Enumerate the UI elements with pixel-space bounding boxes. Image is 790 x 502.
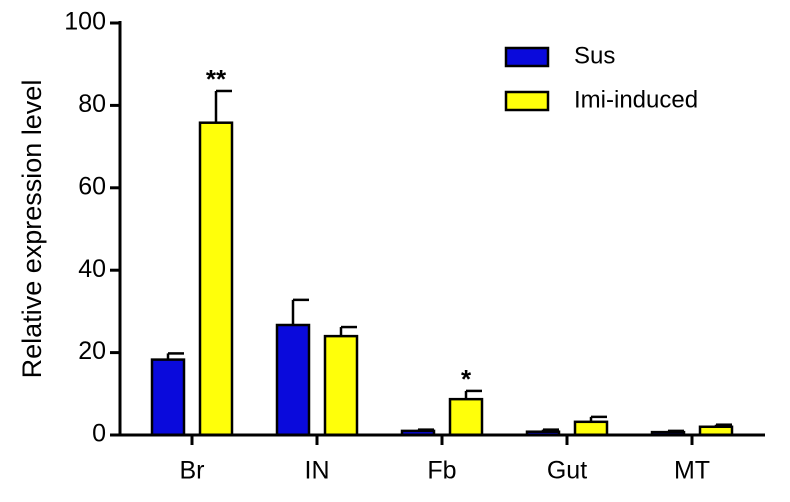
x-tick-label: Gut (547, 457, 587, 485)
significance-label: * (461, 364, 472, 394)
y-axis-label: Relative expression level (17, 80, 47, 379)
y-tick-label: 100 (64, 8, 106, 36)
bar (275, 323, 311, 437)
y-tick-label: 60 (78, 172, 106, 200)
x-tick-label: MT (674, 457, 710, 485)
y-tick-label: 80 (78, 90, 106, 118)
bar (323, 334, 359, 437)
bar (448, 397, 484, 437)
bar (198, 121, 234, 437)
x-tick-label: Fb (427, 457, 456, 485)
significance-label: ** (206, 64, 227, 94)
bar (573, 420, 609, 437)
legend-swatch (504, 90, 550, 112)
legend-label: Imi-induced (574, 86, 698, 113)
x-tick-label: IN (305, 457, 330, 485)
x-tick-label: Br (180, 457, 205, 485)
y-tick-label: 0 (92, 420, 106, 448)
y-tick-label: 40 (78, 255, 106, 283)
legend-swatch (504, 46, 550, 68)
legend-label: Sus (574, 42, 615, 69)
y-tick-label: 20 (78, 337, 106, 365)
bar (150, 358, 186, 437)
